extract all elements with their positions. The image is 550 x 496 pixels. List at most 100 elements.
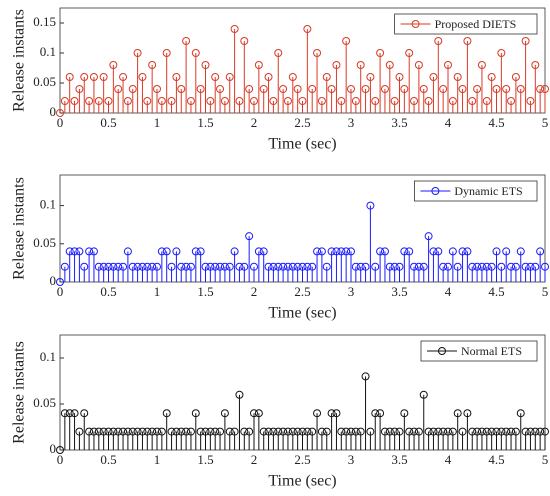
stem-marker <box>138 427 147 436</box>
stem-marker <box>366 73 375 81</box>
stem-marker <box>177 85 186 93</box>
stem-marker <box>89 427 98 436</box>
stem-marker <box>439 262 448 271</box>
stem-marker <box>463 247 472 256</box>
y-tick-label: 0.05 <box>33 395 56 410</box>
stem-marker <box>254 61 263 69</box>
stem-marker <box>196 247 205 256</box>
stem-marker <box>536 85 545 93</box>
stem-marker <box>487 427 496 436</box>
x-tick-label: 1.5 <box>197 284 213 299</box>
stem-marker <box>429 247 438 256</box>
stem-marker <box>400 247 409 256</box>
stem-marker <box>477 61 486 69</box>
stem-marker <box>298 97 307 105</box>
stem-marker <box>385 61 394 69</box>
stem-marker <box>497 262 506 271</box>
stem-marker <box>216 85 225 93</box>
legend-marker <box>431 187 440 195</box>
stem-marker <box>269 97 278 105</box>
x-tick-label: 3.5 <box>391 284 407 299</box>
stem-marker <box>342 37 351 45</box>
stem-marker <box>230 427 239 436</box>
stem-marker <box>211 262 220 271</box>
stem-marker <box>264 262 273 271</box>
stem-marker <box>119 73 128 81</box>
x-axis-label: Time (sec) <box>268 136 336 153</box>
stem-marker <box>317 97 326 105</box>
stem-marker <box>376 409 385 418</box>
stem-marker <box>405 49 414 57</box>
stem-marker <box>303 25 312 33</box>
y-tick-label: 0.1 <box>40 197 56 212</box>
stem-marker <box>308 85 317 93</box>
y-tick-label: 0.05 <box>33 74 56 89</box>
stem-marker <box>56 109 64 117</box>
stem-marker <box>230 25 239 33</box>
y-tick-label: 0.1 <box>40 44 56 59</box>
x-tick-label: 3 <box>348 115 355 130</box>
stem-marker <box>511 73 520 81</box>
stem-marker <box>153 262 161 271</box>
stem-marker <box>75 427 84 436</box>
stem-marker <box>235 390 244 399</box>
stem-marker <box>482 97 491 105</box>
stem-marker <box>521 427 530 436</box>
stem-marker <box>356 427 365 436</box>
stem-marker <box>65 247 74 256</box>
stem-marker <box>351 97 360 105</box>
stem-marker <box>507 427 516 436</box>
stem-marker <box>347 247 355 256</box>
stem-marker <box>133 49 142 57</box>
x-tick-label: 3.5 <box>391 452 407 467</box>
stem-marker <box>240 262 249 271</box>
stem-marker <box>487 73 496 81</box>
stem-marker <box>89 247 98 256</box>
stem-marker <box>448 97 457 105</box>
stem-marker <box>303 262 312 271</box>
stem-marker <box>332 61 341 69</box>
stem-marker <box>482 427 491 436</box>
stem-marker <box>444 61 452 69</box>
stem-marker <box>254 247 263 256</box>
stem-marker <box>414 61 423 69</box>
stem-marker <box>220 409 229 418</box>
stem-marker <box>376 247 385 256</box>
stem-marker <box>70 247 79 256</box>
stem-marker <box>356 262 365 271</box>
stem-marker <box>473 262 482 271</box>
x-tick-label: 5 <box>542 452 549 467</box>
stem-marker <box>274 427 283 436</box>
stem-marker <box>497 49 506 57</box>
stem-marker <box>361 262 370 271</box>
stem-marker <box>279 262 288 271</box>
stem-marker <box>191 409 200 418</box>
stem-marker <box>191 49 200 57</box>
stem-marker <box>332 247 341 256</box>
stem-marker <box>337 427 346 436</box>
stem-marker <box>497 427 506 436</box>
stem-marker <box>177 262 186 271</box>
stem-marker <box>458 85 467 93</box>
stem-marker <box>376 49 385 57</box>
stem-marker <box>138 262 147 271</box>
stem-marker <box>366 427 375 436</box>
stem-marker <box>167 427 176 436</box>
stem-marker <box>206 427 215 436</box>
stem-marker <box>477 427 486 436</box>
y-tick-label: 0 <box>50 441 57 456</box>
stem-marker <box>473 427 482 436</box>
stem-marker <box>487 262 496 271</box>
stem-marker <box>541 85 549 93</box>
stem-marker <box>133 262 142 271</box>
stem-marker <box>293 427 302 436</box>
stem-marker <box>405 427 414 436</box>
stem-marker <box>351 427 360 436</box>
x-tick-label: 0 <box>57 452 64 467</box>
x-tick-label: 0.5 <box>100 115 116 130</box>
stem-marker <box>220 97 229 105</box>
y-axis-label: Release instants <box>11 341 28 444</box>
stem-marker <box>80 409 89 418</box>
stem-marker <box>298 262 307 271</box>
